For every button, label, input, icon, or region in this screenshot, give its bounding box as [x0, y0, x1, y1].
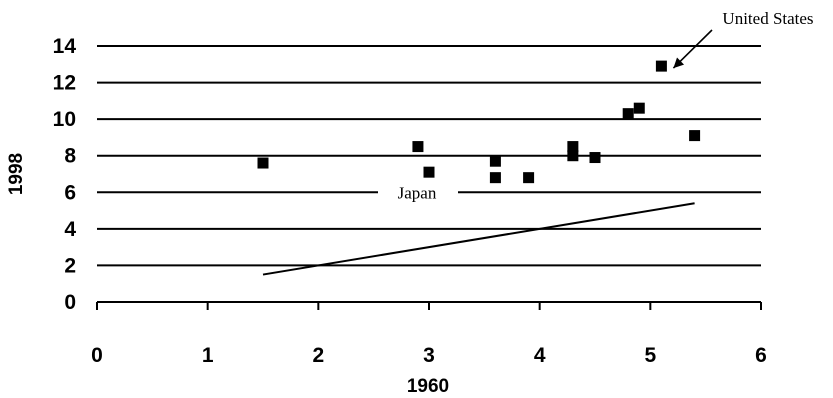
- annotation-united-states: United States: [722, 9, 813, 28]
- x-tick-label-6: 6: [755, 344, 767, 367]
- y-tick-label-4: 4: [64, 218, 76, 241]
- annotation-japan: Japan: [398, 183, 437, 202]
- x-ticks: 0 1 2 3 4 5 6: [91, 302, 767, 367]
- data-point-2: [412, 141, 424, 153]
- data-point-4: [489, 155, 501, 167]
- data-point-1: [257, 157, 269, 169]
- x-tick-label-5: 5: [644, 344, 656, 367]
- annotation-japan-background: [378, 182, 458, 203]
- data-point-8: [567, 150, 579, 162]
- y-tick-label-10: 10: [53, 108, 76, 131]
- data-point-6: [523, 172, 535, 184]
- y-tick-label-14: 14: [53, 35, 77, 58]
- data-point-9: [589, 152, 601, 164]
- x-axis-title: 1960: [407, 376, 449, 397]
- y-tick-label-2: 2: [64, 254, 76, 277]
- trend-line-segment: [262, 202, 695, 276]
- y-tick-label-0: 0: [64, 291, 76, 314]
- data-point-10: [622, 108, 634, 120]
- y-tick-label-8: 8: [64, 145, 76, 168]
- x-tick-label-0: 0: [91, 344, 103, 367]
- annotation-arrowhead: [673, 57, 685, 69]
- data-point-12: [655, 60, 667, 72]
- data-point-3: [423, 166, 435, 178]
- data-point-13: [689, 130, 701, 142]
- x-tick-label-2: 2: [312, 344, 324, 367]
- y-axis-title: 1998: [6, 153, 27, 195]
- x-tick-label-1: 1: [202, 344, 214, 367]
- x-tick-label-3: 3: [423, 344, 435, 367]
- x-tick-label-4: 4: [534, 344, 546, 367]
- y-tick-label-12: 12: [53, 72, 76, 95]
- data-point-7: [567, 141, 579, 153]
- y-tick-labels: 0 2 4 6 8 10 12 14: [53, 35, 77, 314]
- y-tick-label-6: 6: [64, 181, 76, 204]
- trend-line: [262, 202, 695, 276]
- gridlines: [97, 45, 761, 267]
- data-points: [257, 60, 701, 184]
- annotations: United States Japan: [378, 9, 814, 203]
- data-point-5: [489, 172, 501, 184]
- data-point-11: [633, 102, 645, 114]
